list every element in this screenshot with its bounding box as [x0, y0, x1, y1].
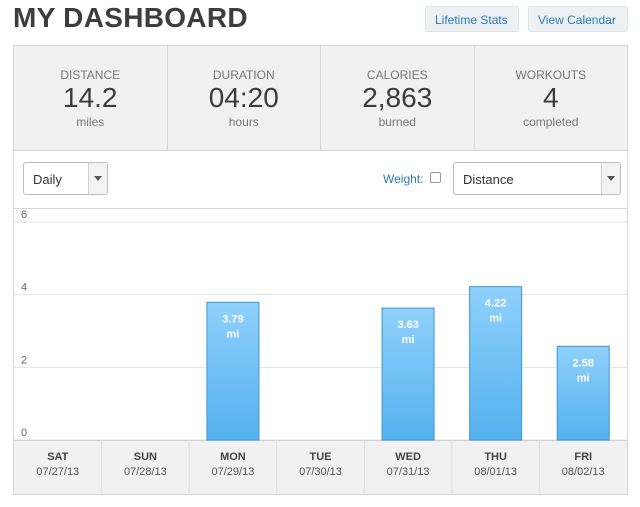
- x-tick-label: WED: [395, 451, 421, 463]
- bar-unit-label: mi: [227, 328, 240, 340]
- chevron-down-icon[interactable]: [601, 163, 620, 194]
- x-tick-label: FRI: [574, 451, 592, 463]
- bar: [469, 286, 523, 441]
- y-tick-label: 6: [21, 210, 27, 221]
- stat-distance: DISTANCE 14.2 miles: [14, 46, 168, 150]
- stat-workouts: WORKOUTS 4 completed: [475, 46, 628, 150]
- metric-select[interactable]: Distance: [453, 162, 621, 195]
- y-tick-label: 4: [21, 282, 27, 294]
- chevron-down-icon[interactable]: [88, 163, 107, 194]
- chart-svg: 0 2 4 6 SAT 07/27/13 SUN 07/28/13 MON 07/29/13 3.7…: [14, 210, 627, 494]
- weight-label: Weight:: [383, 172, 424, 186]
- x-tick-date: 08/02/13: [562, 466, 605, 478]
- bar-value-label: 2.58: [573, 357, 594, 369]
- stat-distance-label: DISTANCE: [60, 68, 121, 82]
- chart-controls: Daily Weight: Distance: [14, 152, 627, 209]
- stat-duration-label: DURATION: [212, 68, 275, 82]
- view-calendar-button[interactable]: View Calendar: [528, 6, 628, 32]
- x-tick-date: 07/30/13: [299, 466, 342, 478]
- x-tick-date: 07/27/13: [36, 466, 79, 478]
- x-tick-date: 07/28/13: [124, 466, 167, 478]
- dashboard-panel: DISTANCE 14.2 miles DURATION 04:20 hours…: [13, 45, 628, 495]
- stat-workouts-value: 4: [542, 82, 559, 113]
- x-tick-label: SUN: [134, 451, 157, 463]
- stat-calories-value: 2,863: [362, 82, 433, 113]
- y-tick-label: 0: [21, 427, 27, 439]
- x-tick-label: MON: [220, 451, 246, 463]
- bar: [206, 301, 260, 441]
- x-tick-label: SAT: [47, 451, 68, 463]
- page-title: MY DASHBOARD: [13, 2, 248, 33]
- bar-unit-label: mi: [402, 334, 415, 346]
- stat-workouts-label: WORKOUTS: [515, 68, 587, 82]
- x-tick-date: 07/29/13: [212, 466, 255, 478]
- weight-checkbox[interactable]: [430, 172, 441, 183]
- x-axis-band: [14, 440, 627, 494]
- stat-distance-value: 14.2: [63, 82, 118, 113]
- stat-duration-value: 04:20: [208, 82, 279, 113]
- bar: [556, 345, 610, 441]
- period-select[interactable]: Daily: [23, 162, 108, 195]
- bar-value-label: 3.63: [397, 319, 418, 331]
- period-select-value: Daily: [33, 172, 62, 187]
- stat-calories-unit: burned: [378, 115, 416, 129]
- y-tick-label: 2: [21, 354, 27, 366]
- stat-distance-unit: miles: [76, 115, 105, 129]
- stat-calories-label: CALORIES: [366, 68, 428, 82]
- stat-duration-unit: hours: [228, 115, 259, 129]
- bar-value-label: 3.79: [222, 313, 243, 325]
- x-tick-date: 07/31/13: [387, 466, 430, 478]
- stat-duration: DURATION 04:20 hours: [168, 46, 321, 150]
- bar-unit-label: mi: [577, 372, 590, 384]
- lifetime-stats-button[interactable]: Lifetime Stats: [425, 6, 519, 32]
- x-tick-label: THU: [484, 451, 507, 463]
- metric-select-value: Distance: [463, 172, 514, 187]
- stat-workouts-unit: completed: [523, 115, 579, 129]
- bar-value-label: 4.22: [485, 298, 506, 310]
- bar: [381, 307, 435, 441]
- x-tick-label: TUE: [310, 451, 332, 463]
- bar-unit-label: mi: [489, 313, 502, 325]
- distance-chart: 0 2 4 6 SAT 07/27/13 SUN 07/28/13 MON 07/29/13 3.7…: [14, 210, 627, 494]
- stats-summary: DISTANCE 14.2 miles DURATION 04:20 hours…: [14, 46, 627, 151]
- x-tick-date: 08/01/13: [474, 466, 517, 478]
- stat-calories: CALORIES 2,863 burned: [321, 46, 475, 150]
